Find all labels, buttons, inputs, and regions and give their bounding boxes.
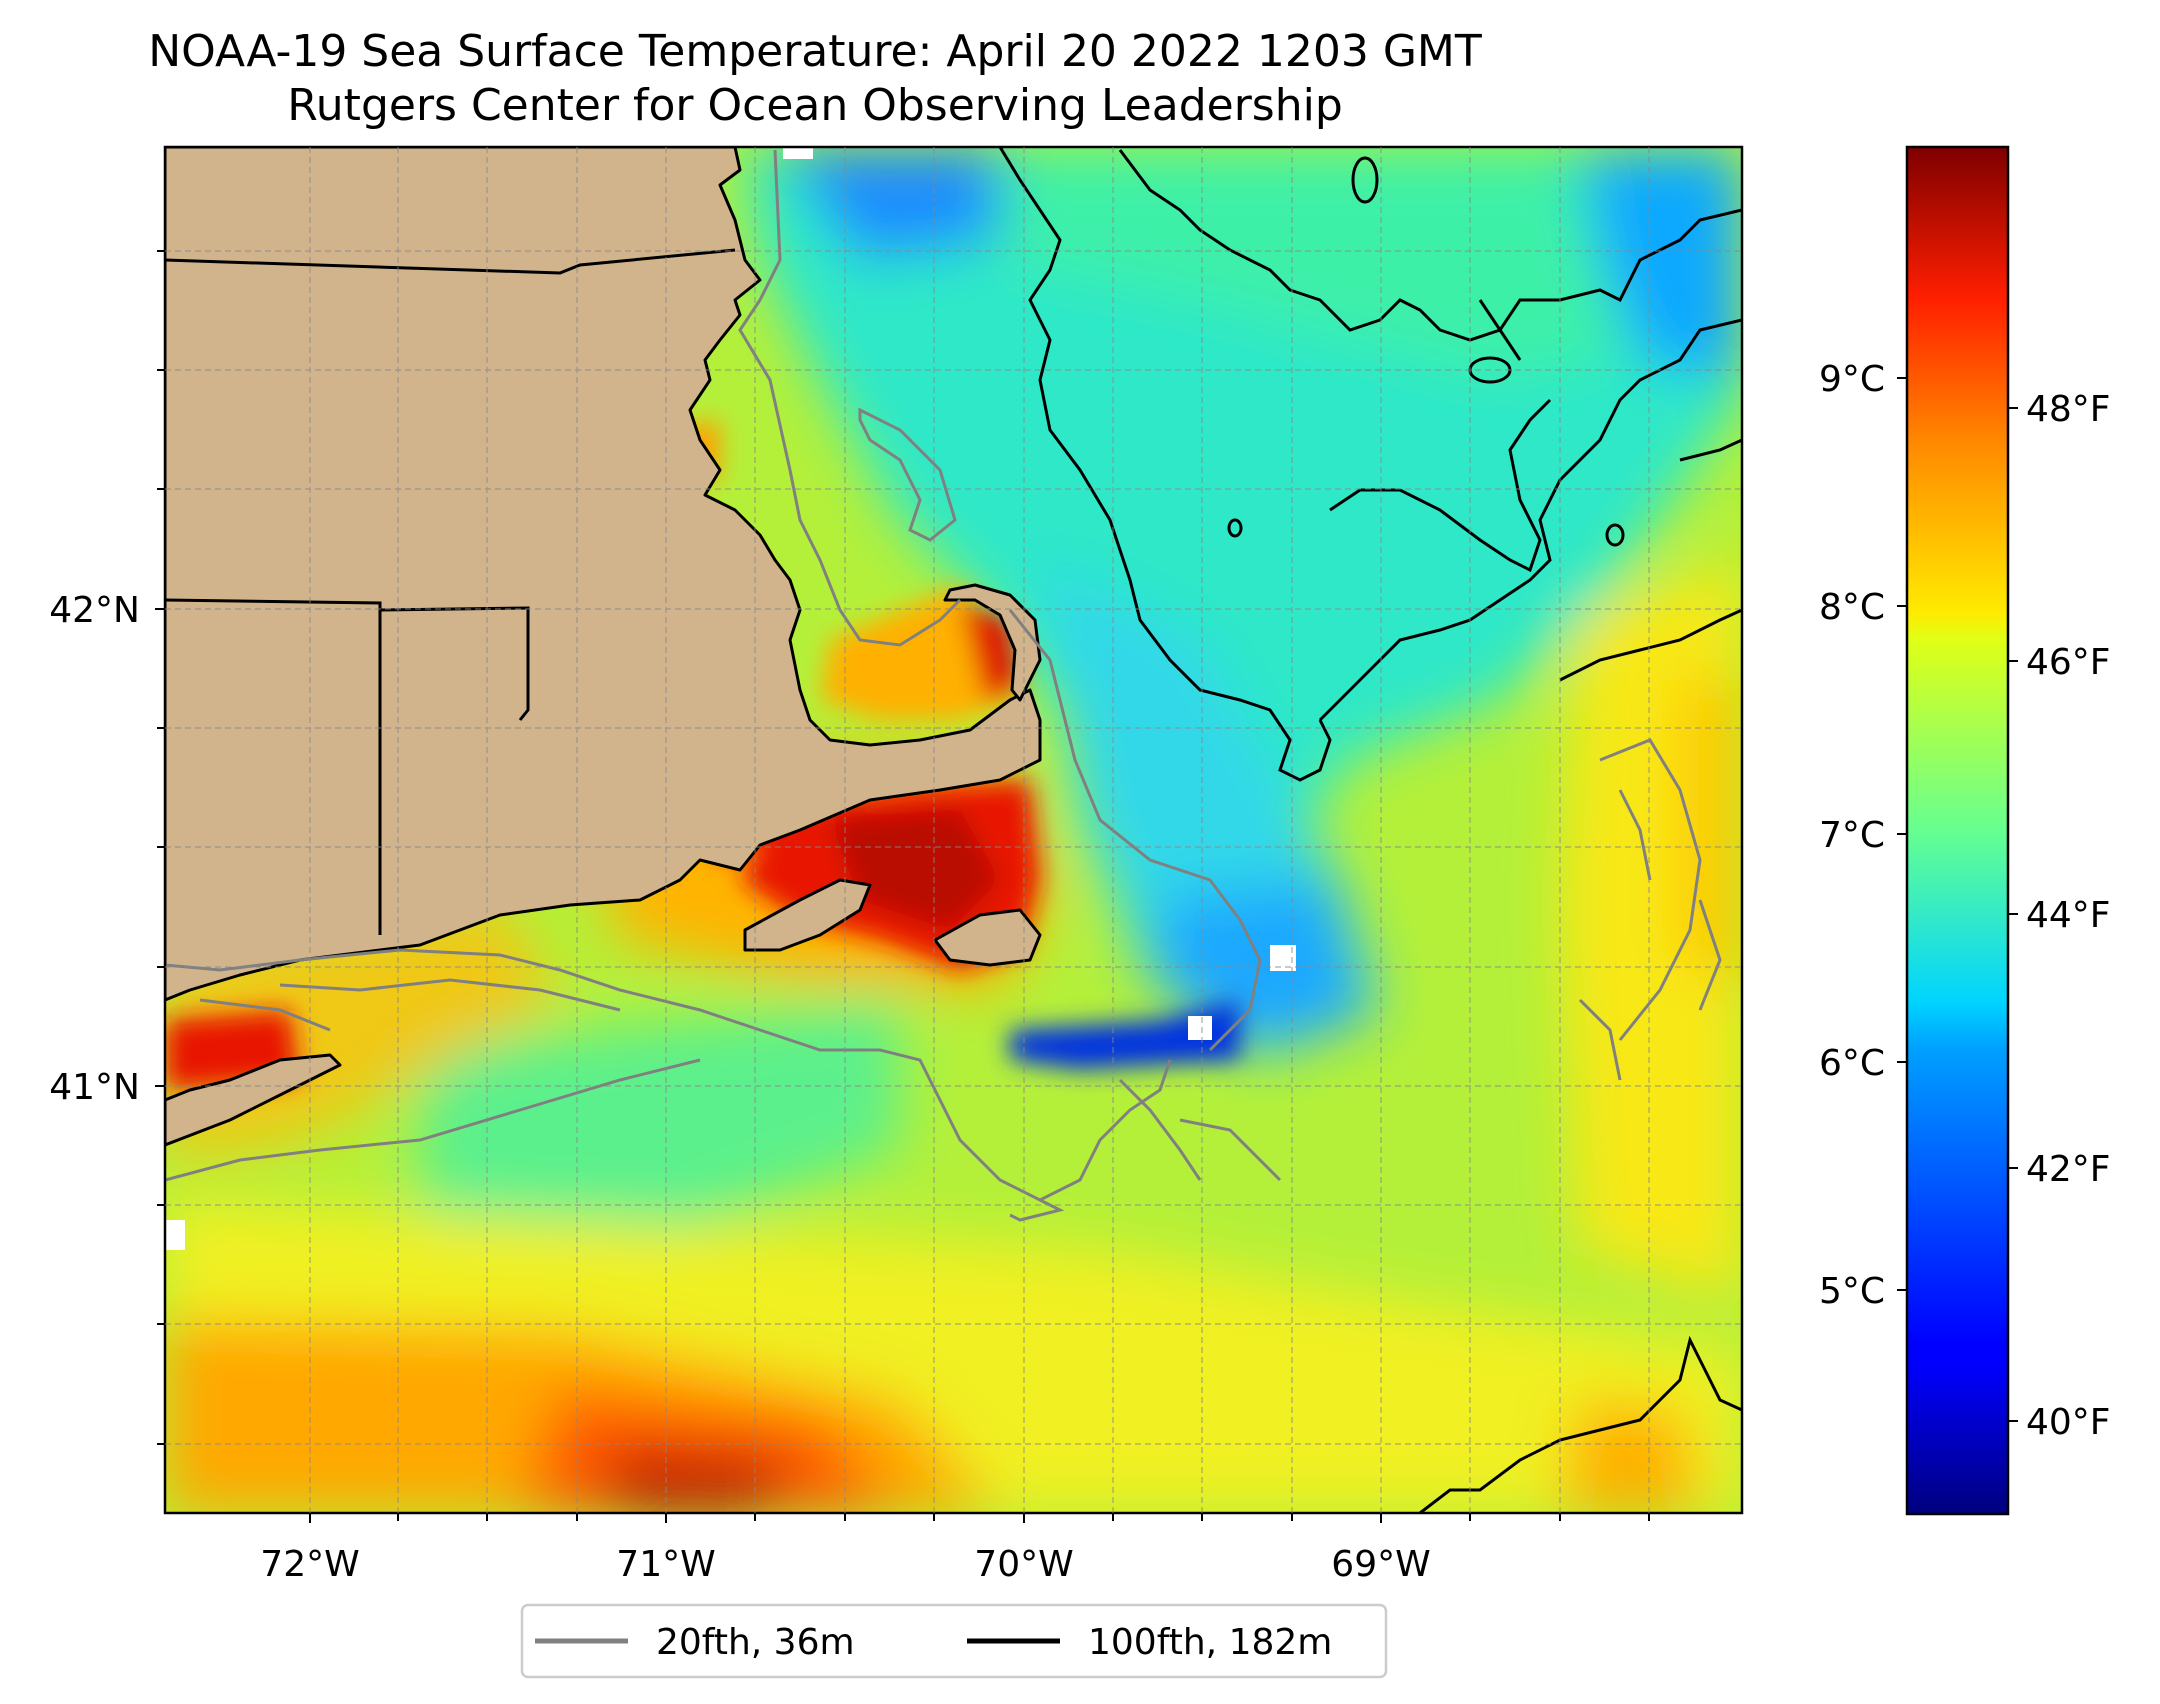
colorbar-celsius-label: 8°C	[1819, 587, 1885, 628]
mainland	[165, 147, 1042, 1002]
legend: 20fth, 36m 100fth, 182m	[520, 1603, 1388, 1679]
colorbar-fahrenheit-label: 42°F	[2026, 1149, 2111, 1190]
colorbar-gradient	[1905, 145, 2010, 1516]
cape-cod-hook	[943, 583, 1042, 702]
colorbar-fahrenheit-label: 40°F	[2026, 1402, 2111, 1443]
legend-label-20fth: 20fth, 36m	[656, 1622, 855, 1663]
map-title: NOAA-19 Sea Surface Temperature: April 2…	[148, 26, 1482, 77]
land-masses	[165, 147, 1042, 1147]
map-plot-area	[165, 147, 1742, 1513]
marthas-vineyard	[743, 878, 872, 952]
x-tick-label: 70°W	[974, 1544, 1073, 1585]
colorbar-celsius-label: 7°C	[1819, 815, 1885, 856]
isobath-20fth	[165, 149, 1722, 1222]
map-subtitle: Rutgers Center for Ocean Observing Leade…	[287, 80, 1343, 131]
x-tick-label: 69°W	[1331, 1544, 1430, 1585]
y-tick-label: 42°N	[49, 590, 140, 631]
colorbar-celsius-label: 6°C	[1819, 1043, 1885, 1084]
colorbar-celsius-label: 9°C	[1819, 359, 1885, 400]
missing-data-patch	[165, 1220, 185, 1250]
colorbar: 9°C 8°C 7°C 6°C 5°C 48°F 46°F 44°F 42°F …	[1819, 145, 2111, 1516]
gridlines	[165, 147, 1742, 1513]
colorbar-fahrenheit-label: 46°F	[2026, 642, 2111, 683]
colorbar-fahrenheit-label: 44°F	[2026, 895, 2111, 936]
colorbar-fahrenheit-ticks	[2008, 407, 2018, 1422]
nantucket	[933, 908, 1042, 967]
missing-data-patch	[783, 147, 813, 159]
legend-box	[520, 1603, 1388, 1679]
axis-ticks	[155, 250, 1650, 1523]
x-tick-label: 71°W	[616, 1544, 715, 1585]
isobath-100fth	[998, 147, 1742, 1513]
colorbar-celsius-label: 5°C	[1819, 1271, 1885, 1312]
colorbar-fahrenheit-label: 48°F	[2026, 389, 2111, 430]
x-tick-label: 72°W	[260, 1544, 359, 1585]
y-tick-label: 41°N	[49, 1067, 140, 1108]
colorbar-celsius-ticks	[1897, 377, 1907, 1291]
state-boundaries	[165, 248, 736, 935]
map-frame	[163, 145, 1744, 1515]
missing-data-patch	[1188, 1016, 1212, 1040]
legend-label-100fth: 100fth, 182m	[1088, 1622, 1332, 1663]
long-island	[165, 1053, 342, 1147]
